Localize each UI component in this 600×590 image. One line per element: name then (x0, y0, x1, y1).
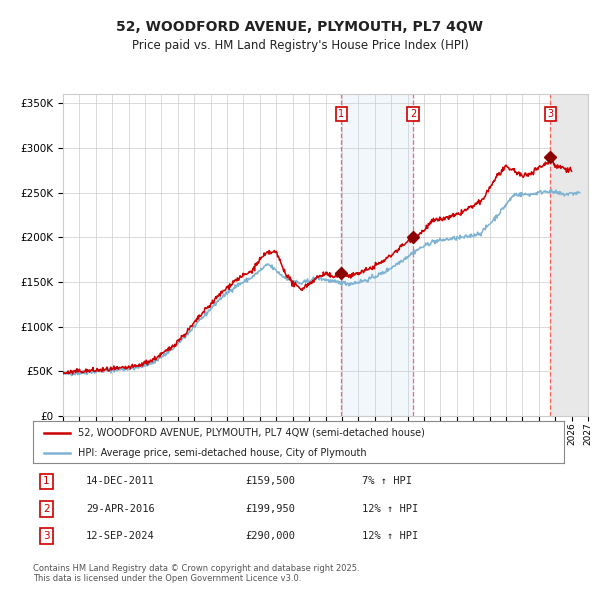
Text: 1: 1 (338, 109, 344, 119)
Text: Price paid vs. HM Land Registry's House Price Index (HPI): Price paid vs. HM Land Registry's House … (131, 39, 469, 52)
Text: 3: 3 (547, 109, 553, 119)
Text: 2: 2 (410, 109, 416, 119)
Text: 12% ↑ HPI: 12% ↑ HPI (362, 504, 418, 514)
Text: 52, WOODFORD AVENUE, PLYMOUTH, PL7 4QW (semi-detached house): 52, WOODFORD AVENUE, PLYMOUTH, PL7 4QW (… (78, 428, 425, 438)
Text: 14-DEC-2011: 14-DEC-2011 (86, 477, 155, 487)
Text: 52, WOODFORD AVENUE, PLYMOUTH, PL7 4QW: 52, WOODFORD AVENUE, PLYMOUTH, PL7 4QW (116, 19, 484, 34)
Text: 7% ↑ HPI: 7% ↑ HPI (362, 477, 412, 487)
Text: 1: 1 (43, 477, 50, 487)
Text: HPI: Average price, semi-detached house, City of Plymouth: HPI: Average price, semi-detached house,… (78, 448, 367, 457)
Text: 29-APR-2016: 29-APR-2016 (86, 504, 155, 514)
Bar (341, 94, 413, 416)
Text: £159,500: £159,500 (245, 477, 295, 487)
Bar (550, 94, 588, 416)
Text: £199,950: £199,950 (245, 504, 295, 514)
Text: 2: 2 (43, 504, 50, 514)
Text: £290,000: £290,000 (245, 531, 295, 541)
Text: 12-SEP-2024: 12-SEP-2024 (86, 531, 155, 541)
Text: Contains HM Land Registry data © Crown copyright and database right 2025.
This d: Contains HM Land Registry data © Crown c… (33, 564, 359, 583)
Text: 3: 3 (43, 531, 50, 541)
Text: 12% ↑ HPI: 12% ↑ HPI (362, 531, 418, 541)
